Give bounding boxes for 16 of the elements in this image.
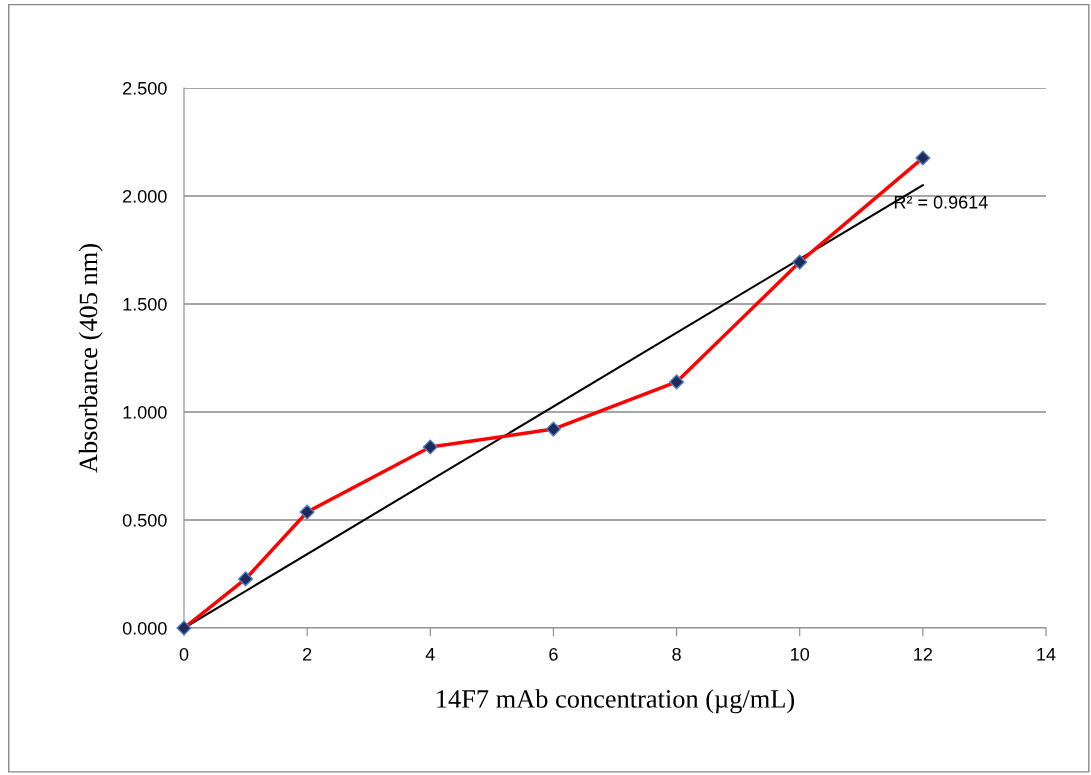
- y-tick-label: 1.500: [123, 297, 167, 311]
- x-tick-label: 14: [1037, 648, 1056, 661]
- y-tick-label: 2.000: [123, 189, 167, 203]
- y-tick-label: 0.000: [122, 621, 167, 635]
- y-tick-label: 0.500: [122, 513, 167, 527]
- x-tick-label: 8: [672, 647, 681, 661]
- x-tick-label: 6: [549, 647, 558, 661]
- x-tick-label: 12: [914, 647, 932, 661]
- y-tick-label: 2.500: [123, 81, 167, 95]
- x-tick-label: 0: [179, 647, 189, 661]
- y-tick-label: 1.000: [123, 405, 167, 419]
- y-axis-title: Absorbance (405 nm): [78, 244, 103, 473]
- x-tick-label: 2: [303, 647, 312, 661]
- x-axis-title: 14F7 mAb concentration (µg/mL): [437, 689, 795, 714]
- x-tick-label: 10: [791, 647, 810, 661]
- x-tick-label: 4: [425, 648, 435, 661]
